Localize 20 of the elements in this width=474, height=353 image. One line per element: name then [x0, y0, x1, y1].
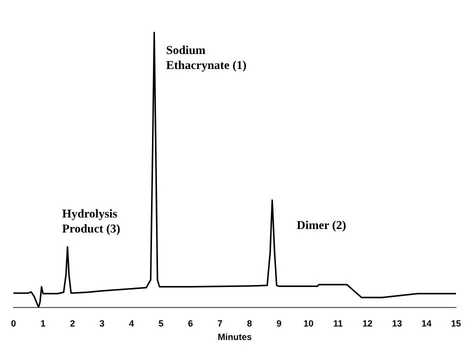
x-tick-label: 8 — [246, 318, 252, 328]
x-tick-label: 2 — [70, 318, 76, 328]
x-tick-label: 4 — [128, 318, 134, 328]
annotation: Sodium Ethacrynate (1) — [166, 43, 246, 72]
annotation: Dimer (2) — [296, 218, 346, 232]
x-tick-label: 10 — [303, 318, 314, 328]
annotation: Hydrolysis Product (3) — [62, 206, 120, 236]
x-axis-title: Minutes — [218, 332, 252, 342]
x-tick-label: 9 — [276, 318, 282, 328]
x-tick-label: 7 — [217, 318, 223, 328]
x-tick-label: 15 — [450, 318, 462, 328]
x-tick-label: 14 — [421, 318, 432, 328]
x-tick-label: 11 — [333, 318, 343, 328]
x-tick-label: 3 — [99, 318, 105, 328]
x-tick-label: 13 — [392, 318, 402, 328]
x-tick-label: 6 — [188, 318, 194, 328]
x-tick-label: 12 — [362, 318, 373, 328]
x-tick-label: 1 — [40, 318, 46, 328]
x-tick-label: 0 — [10, 318, 16, 328]
x-tick-label: 5 — [158, 318, 164, 328]
